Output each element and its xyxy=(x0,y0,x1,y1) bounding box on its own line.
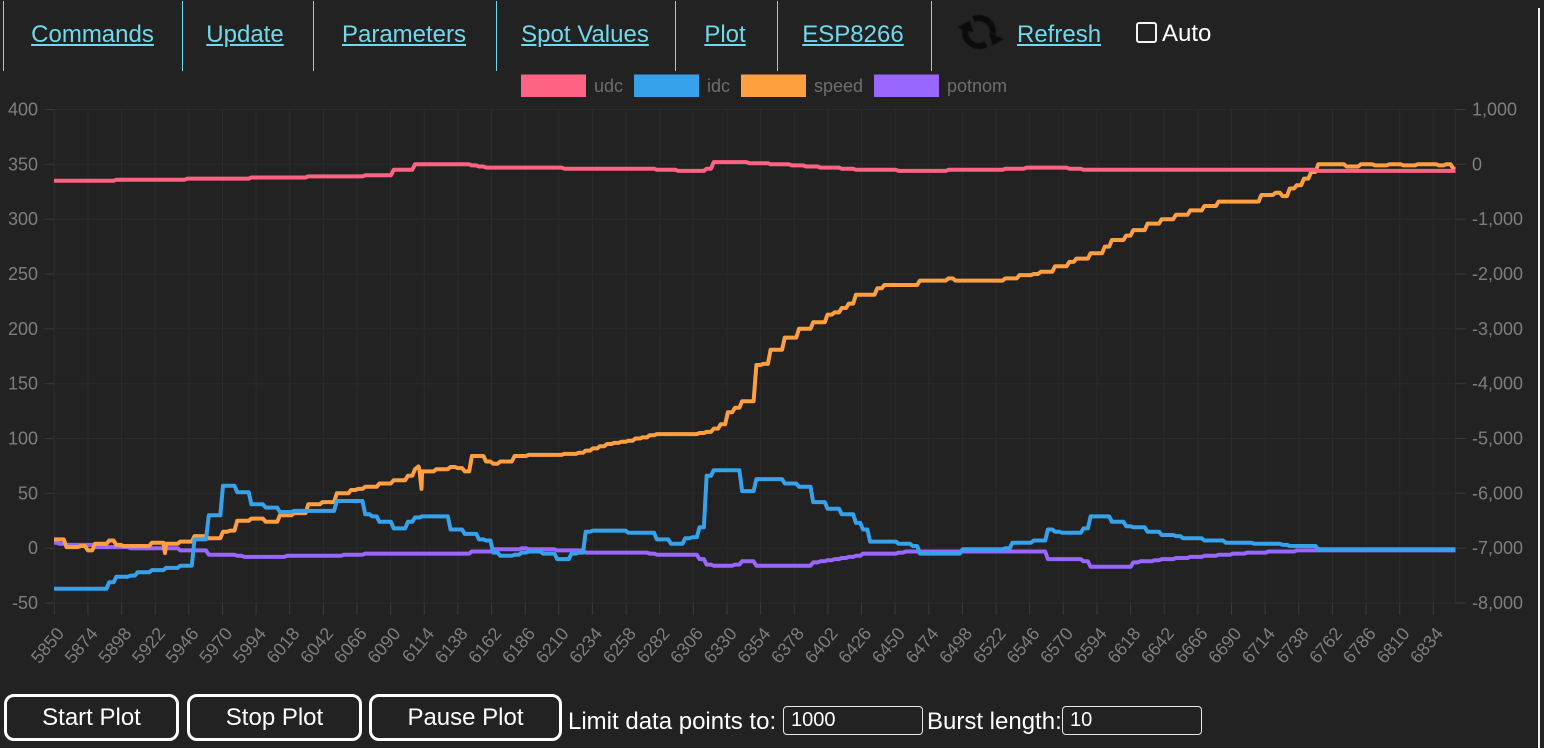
svg-text:5994: 5994 xyxy=(229,624,270,668)
svg-text:6570: 6570 xyxy=(1036,624,1077,668)
svg-text:6186: 6186 xyxy=(498,624,539,668)
svg-text:5946: 5946 xyxy=(162,624,203,668)
svg-text:6426: 6426 xyxy=(834,624,875,668)
svg-text:5922: 5922 xyxy=(128,624,169,668)
svg-text:100: 100 xyxy=(8,429,38,449)
svg-text:6402: 6402 xyxy=(801,624,842,668)
svg-text:300: 300 xyxy=(8,209,38,229)
svg-text:6138: 6138 xyxy=(431,624,472,668)
svg-text:6594: 6594 xyxy=(1070,624,1111,668)
svg-text:150: 150 xyxy=(8,374,38,394)
svg-text:idc: idc xyxy=(707,76,730,96)
svg-text:6330: 6330 xyxy=(700,624,741,668)
svg-text:6210: 6210 xyxy=(532,624,573,668)
svg-text:0: 0 xyxy=(1472,154,1482,174)
svg-text:5970: 5970 xyxy=(195,624,236,668)
svg-text:6546: 6546 xyxy=(1003,624,1044,668)
svg-text:6738: 6738 xyxy=(1272,624,1313,668)
svg-text:6498: 6498 xyxy=(935,624,976,668)
svg-text:6666: 6666 xyxy=(1171,624,1212,668)
svg-text:6786: 6786 xyxy=(1339,624,1380,668)
svg-text:6066: 6066 xyxy=(330,624,371,668)
svg-text:6714: 6714 xyxy=(1238,624,1279,668)
svg-text:400: 400 xyxy=(8,100,38,120)
svg-text:6042: 6042 xyxy=(296,624,337,668)
svg-text:6618: 6618 xyxy=(1103,624,1144,668)
svg-text:6762: 6762 xyxy=(1305,624,1346,668)
svg-text:50: 50 xyxy=(18,483,38,503)
svg-text:6114: 6114 xyxy=(398,624,438,667)
svg-text:6474: 6474 xyxy=(902,624,943,668)
svg-text:6018: 6018 xyxy=(263,624,304,668)
svg-text:350: 350 xyxy=(8,154,38,174)
svg-text:6450: 6450 xyxy=(868,624,909,668)
svg-text:-2,000: -2,000 xyxy=(1472,264,1523,284)
svg-text:6810: 6810 xyxy=(1373,624,1414,668)
svg-text:-6,000: -6,000 xyxy=(1472,483,1523,503)
svg-text:-8,000: -8,000 xyxy=(1472,593,1523,613)
svg-text:-50: -50 xyxy=(12,593,38,613)
svg-text:speed: speed xyxy=(814,76,863,96)
svg-text:-7,000: -7,000 xyxy=(1472,538,1523,558)
svg-text:5850: 5850 xyxy=(27,624,68,668)
svg-text:-3,000: -3,000 xyxy=(1472,319,1523,339)
svg-text:-1,000: -1,000 xyxy=(1472,209,1523,229)
svg-text:6282: 6282 xyxy=(633,624,674,668)
svg-text:0: 0 xyxy=(28,538,38,558)
svg-text:6642: 6642 xyxy=(1137,624,1178,668)
svg-text:1,000: 1,000 xyxy=(1472,100,1517,120)
svg-text:6258: 6258 xyxy=(599,624,640,668)
svg-text:200: 200 xyxy=(8,319,38,339)
svg-text:5874: 5874 xyxy=(61,624,102,668)
svg-text:5898: 5898 xyxy=(94,624,135,668)
svg-text:6090: 6090 xyxy=(363,624,404,668)
svg-text:6690: 6690 xyxy=(1204,624,1245,668)
svg-text:6234: 6234 xyxy=(565,624,606,668)
svg-text:udc: udc xyxy=(594,76,623,96)
svg-text:potnom: potnom xyxy=(947,76,1007,96)
svg-text:6306: 6306 xyxy=(666,624,707,668)
svg-text:6354: 6354 xyxy=(733,624,774,668)
svg-text:6834: 6834 xyxy=(1406,624,1447,668)
svg-text:6378: 6378 xyxy=(767,624,808,668)
svg-text:-4,000: -4,000 xyxy=(1472,374,1523,394)
svg-text:6522: 6522 xyxy=(969,624,1010,668)
svg-text:-5,000: -5,000 xyxy=(1472,429,1523,449)
svg-text:250: 250 xyxy=(8,264,38,284)
svg-text:6162: 6162 xyxy=(464,624,505,668)
